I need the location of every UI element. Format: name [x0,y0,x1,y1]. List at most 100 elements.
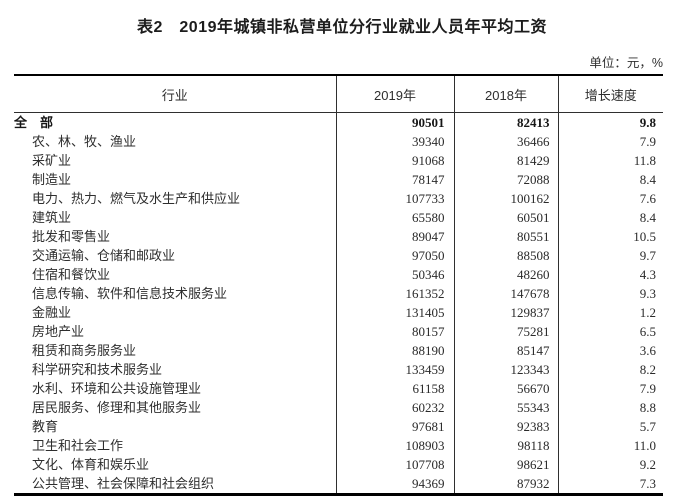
industry-cell: 交通运输、仓储和邮政业 [32,248,176,263]
industry-cell: 文化、体育和娱乐业 [32,457,150,472]
value-2019-cell: 94369 [335,474,454,495]
table-row: 公共管理、社会保障和社会组织 94369 87932 7.3 [14,474,663,495]
table-row: 交通运输、仓储和邮政业 97050 88508 9.7 [14,246,663,265]
industry-cell: 居民服务、修理和其他服务业 [32,400,202,415]
value-2019-cell: 50346 [335,265,454,284]
value-2018-cell: 147678 [453,284,558,303]
industry-cell: 卫生和社会工作 [32,438,124,453]
table-row: 采矿业 91068 81429 11.8 [14,151,663,170]
value-2019-cell: 80157 [335,322,454,341]
value-2019-cell: 108903 [335,436,454,455]
growth-cell: 1.2 [557,303,663,322]
growth-cell: 10.5 [557,227,663,246]
value-2018-cell: 75281 [453,322,558,341]
value-2018-cell: 72088 [453,170,558,189]
value-2019-cell: 97681 [335,417,454,436]
table-row: 电力、热力、燃气及水生产和供应业 107733 100162 7.6 [14,189,663,208]
value-2019-cell: 39340 [335,132,454,151]
value-2019-cell: 161352 [335,284,454,303]
value-2019-cell: 90501 [335,112,454,132]
value-2019-cell: 89047 [335,227,454,246]
value-2018-cell: 98621 [453,455,558,474]
value-2018-cell: 48260 [453,265,558,284]
industry-cell: 住宿和餐饮业 [32,267,111,282]
header-row: 行业 2019年 2018年 增长速度 [14,75,663,113]
growth-cell: 4.3 [557,265,663,284]
industry-cell: 农、林、牧、渔业 [32,134,137,149]
value-2019-cell: 78147 [335,170,454,189]
growth-cell: 9.7 [557,246,663,265]
table-row: 卫生和社会工作 108903 98118 11.0 [14,436,663,455]
table-row: 住宿和餐饮业 50346 48260 4.3 [14,265,663,284]
growth-cell: 7.9 [557,132,663,151]
industry-cell: 制造业 [32,172,72,187]
growth-cell: 11.0 [557,436,663,455]
value-2019-cell: 61158 [335,379,454,398]
growth-cell: 7.3 [557,474,663,495]
growth-cell: 9.2 [557,455,663,474]
value-2018-cell: 60501 [453,208,558,227]
growth-cell: 8.2 [557,360,663,379]
value-2018-cell: 81429 [453,151,558,170]
industry-cell: 金融业 [32,305,72,320]
growth-cell: 11.8 [557,151,663,170]
value-2019-cell: 60232 [335,398,454,417]
industry-cell: 信息传输、软件和信息技术服务业 [32,286,228,301]
value-2019-cell: 88190 [335,341,454,360]
growth-cell: 8.4 [557,170,663,189]
industry-cell: 房地产业 [32,324,85,339]
value-2019-cell: 97050 [335,246,454,265]
table-row: 教育 97681 92383 5.7 [14,417,663,436]
growth-cell: 6.5 [557,322,663,341]
value-2018-cell: 100162 [453,189,558,208]
table-row: 批发和零售业 89047 80551 10.5 [14,227,663,246]
value-2018-cell: 123343 [453,360,558,379]
col-header-growth: 增长速度 [557,75,663,113]
value-2018-cell: 55343 [453,398,558,417]
growth-cell: 7.9 [557,379,663,398]
table-row: 文化、体育和娱乐业 107708 98621 9.2 [14,455,663,474]
value-2019-cell: 91068 [335,151,454,170]
value-2019-cell: 65580 [335,208,454,227]
table-title: 表2 2019年城镇非私营单位分行业就业人员年平均工资 [137,19,547,36]
value-2018-cell: 85147 [453,341,558,360]
table-row: 农、林、牧、渔业 39340 36466 7.9 [14,132,663,151]
table-row: 制造业 78147 72088 8.4 [14,170,663,189]
table-row: 租赁和商务服务业 88190 85147 3.6 [14,341,663,360]
col-header-2018: 2018年 [453,75,558,113]
growth-cell: 5.7 [557,417,663,436]
value-2018-cell: 129837 [453,303,558,322]
value-2019-cell: 107733 [335,189,454,208]
value-2018-cell: 88508 [453,246,558,265]
industry-cell: 教育 [32,419,59,434]
value-2018-cell: 87932 [453,474,558,495]
table-row: 科学研究和技术服务业 133459 123343 8.2 [14,360,663,379]
industry-cell: 公共管理、社会保障和社会组织 [32,476,215,491]
value-2018-cell: 92383 [453,417,558,436]
growth-cell: 8.8 [557,398,663,417]
table-row: 信息传输、软件和信息技术服务业 161352 147678 9.3 [14,284,663,303]
growth-cell: 3.6 [557,341,663,360]
industry-cell: 全 部 [14,115,54,130]
industry-cell: 采矿业 [32,153,72,168]
industry-cell: 水利、环境和公共设施管理业 [32,381,202,396]
table-row: 水利、环境和公共设施管理业 61158 56670 7.9 [14,379,663,398]
table-row: 建筑业 65580 60501 8.4 [14,208,663,227]
value-2018-cell: 56670 [453,379,558,398]
col-header-2019: 2019年 [335,75,454,113]
growth-cell: 7.6 [557,189,663,208]
value-2018-cell: 98118 [453,436,558,455]
growth-cell: 9.8 [557,112,663,132]
growth-cell: 8.4 [557,208,663,227]
growth-cell: 9.3 [557,284,663,303]
value-2018-cell: 80551 [453,227,558,246]
table-row: 居民服务、修理和其他服务业 60232 55343 8.8 [14,398,663,417]
value-2019-cell: 131405 [335,303,454,322]
table-row: 房地产业 80157 75281 6.5 [14,322,663,341]
table-row: 金融业 131405 129837 1.2 [14,303,663,322]
table-row: 全 部 90501 82413 9.8 [14,112,663,132]
col-header-industry: 行业 [14,75,336,113]
industry-cell: 科学研究和技术服务业 [32,362,163,377]
industry-cell: 建筑业 [32,210,72,225]
